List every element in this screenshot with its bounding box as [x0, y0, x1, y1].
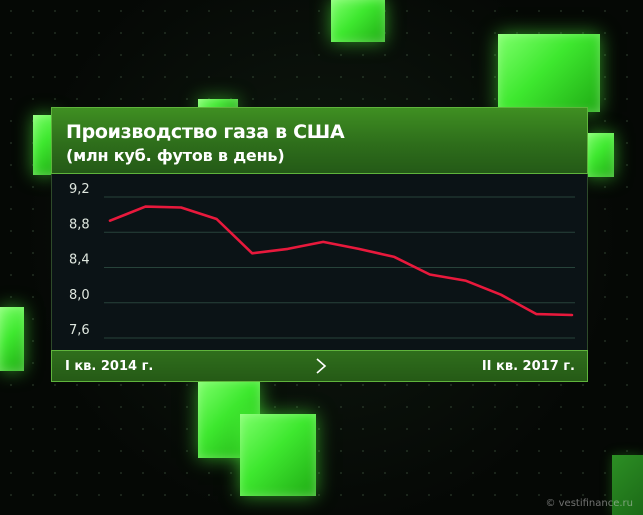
decor-cube: [240, 414, 316, 496]
decor-cube: [612, 455, 643, 515]
series-line: [108, 205, 574, 317]
decor-cube: [331, 0, 385, 42]
chart-panel: Производство газа в США (млн куб. футов …: [51, 107, 588, 382]
decor-cube: [0, 307, 24, 371]
decor-cube: [586, 133, 614, 177]
watermark: © vestifinance.ru: [545, 498, 633, 509]
chart-footer: I кв. 2014 г. II кв. 2017 г.: [51, 350, 588, 382]
y-tick-label: 8,8: [69, 217, 90, 232]
y-tick-label: 7,6: [69, 323, 90, 338]
y-tick-label: 9,2: [69, 182, 90, 197]
plot-area: 9,2 8,8 8,4 8,0 7,6: [51, 174, 588, 350]
decor-cube: [498, 34, 600, 112]
y-tick-label: 8,4: [69, 253, 90, 268]
line-chart: 9,2 8,8 8,4 8,0 7,6: [69, 182, 575, 339]
chart-header: Производство газа в США (млн куб. футов …: [51, 107, 588, 174]
chart-title: Производство газа в США: [66, 121, 345, 143]
y-tick-label: 8,0: [69, 288, 90, 303]
chart-subtitle: (млн куб. футов в день): [66, 146, 285, 165]
chevron-right-icon: [316, 358, 327, 374]
x-start-label: I кв. 2014 г.: [65, 359, 154, 374]
x-end-label: II кв. 2017 г.: [481, 359, 575, 374]
